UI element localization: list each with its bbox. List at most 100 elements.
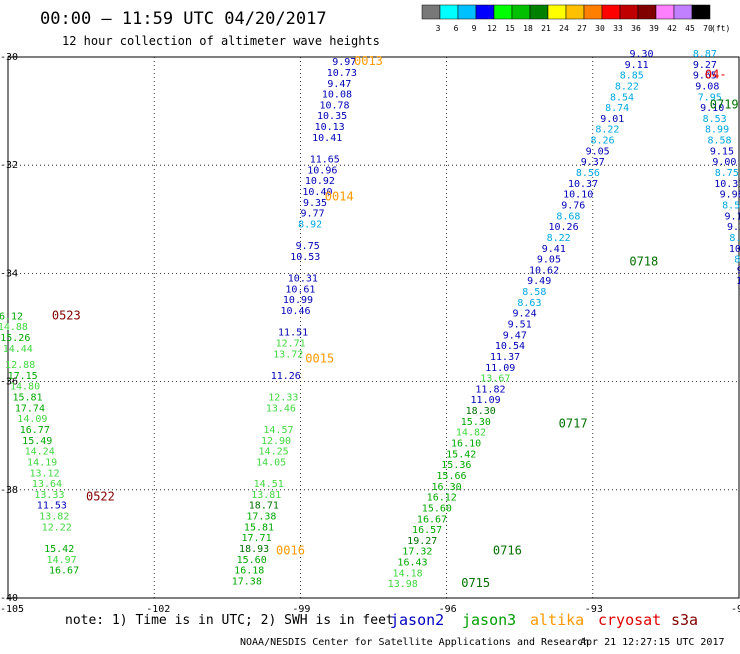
swh-value: 11.53 <box>37 501 67 512</box>
colorbar-swatch <box>619 4 639 20</box>
colorbar-label: 6 <box>454 24 459 33</box>
colorbar-swatch <box>583 4 603 20</box>
pass-time-label: 0013 <box>354 54 383 68</box>
swh-value: 9.10 <box>700 103 724 114</box>
colorbar-swatch <box>637 4 657 20</box>
swh-value: 11.37 <box>490 352 520 363</box>
colorbar-swatch <box>601 4 621 20</box>
swh-value: 10.26 <box>549 222 579 233</box>
swh-value: 10.40 <box>302 187 332 198</box>
pass-time-label: 0015 <box>305 352 334 366</box>
swh-value: 15.36 <box>441 460 471 471</box>
y-tick-label: -38 <box>0 485 18 496</box>
pass-time-label: 0719 <box>710 97 739 111</box>
swh-value: 17.38 <box>246 512 276 523</box>
swh-value: 15.26 <box>0 333 30 344</box>
colorbar-swatch <box>547 4 567 20</box>
swh-value: 16.12 <box>0 311 23 322</box>
swh-value: 9.05 <box>586 146 610 157</box>
swh-value: 14.82 <box>456 428 486 439</box>
swh-value: 11.09 <box>471 395 501 406</box>
colorbar-label: 15 <box>505 24 515 33</box>
swh-value: 10.46 <box>280 306 310 317</box>
swh-value: 14.51 <box>254 479 284 490</box>
swh-value: 9.15 <box>710 146 734 157</box>
swh-value: 9.24 <box>513 309 537 320</box>
swh-value: 9.00 <box>712 157 736 168</box>
swh-value: 8.54 <box>610 92 634 103</box>
colorbar-label: 30 <box>595 24 605 33</box>
pass-time-labels: 0013 0014 0015 0016 0523 0522 0715 0716 0717 0718… <box>52 54 739 590</box>
swh-value: 16.18 <box>234 566 264 577</box>
pass-time-label: 0014 <box>325 189 354 203</box>
swh-value: 18.93 <box>239 544 269 555</box>
swh-value: 10.65 <box>739 287 740 298</box>
swh-value: 8.53 <box>722 200 740 211</box>
swh-value: 17.71 <box>241 533 271 544</box>
swh-value: 8.85 <box>620 71 644 82</box>
colorbar-swatch <box>691 4 711 20</box>
swh-value: 10.32 <box>729 244 740 255</box>
swh-value: 10.31 <box>288 274 318 285</box>
swh-value: 13.33 <box>34 490 64 501</box>
swh-value: 9.76 <box>737 265 740 276</box>
swh-value: 9.30 <box>629 49 653 60</box>
swh-value: 15.49 <box>22 436 52 447</box>
pass-time-label: 0016 <box>276 544 305 558</box>
swh-value: 15.66 <box>436 471 466 482</box>
x-tick-label: -99 <box>292 604 310 615</box>
y-tick-label: -34 <box>0 268 18 279</box>
swh-value: 10.31 <box>714 179 740 190</box>
colorbar-swatch <box>421 4 441 20</box>
swh-value: 14.57 <box>263 425 293 436</box>
colorbar-label: 70 <box>703 24 713 33</box>
swh-value: 8.75 <box>715 168 739 179</box>
y-tick-label: -36 <box>0 377 18 388</box>
colorbar-swatch <box>673 4 693 20</box>
swh-value: 19.27 <box>407 536 437 547</box>
colorbar-swatch <box>529 4 549 20</box>
swh-value: 9.65 <box>693 71 717 82</box>
colorbar-label: 39 <box>649 24 659 33</box>
swh-value: 10.37 <box>568 179 598 190</box>
swh-value: 14.24 <box>25 447 55 458</box>
swh-value: 9.41 <box>542 244 566 255</box>
pass-time-label: 0717 <box>559 417 588 431</box>
swh-value: 13.82 <box>39 512 69 523</box>
colorbar-swatch <box>565 4 585 20</box>
swh-value: 17.74 <box>15 403 45 414</box>
swh-value: 8.63 <box>517 298 541 309</box>
colorbar-swatch <box>439 4 459 20</box>
grid-lines <box>7 56 740 599</box>
colorbar-label: 45 <box>685 24 695 33</box>
swh-value: 16.30 <box>432 482 462 493</box>
mission-legend: jason2 jason3 altika cryosat s3a <box>390 611 698 629</box>
y-tick-label: -30 <box>0 52 18 63</box>
swh-value: 8.22 <box>615 81 639 92</box>
swh-value: 13.98 <box>388 579 418 590</box>
swh-value: 13.67 <box>480 374 510 385</box>
swh-value: 17.15 <box>8 371 38 382</box>
swh-value: 9.47 <box>503 330 527 341</box>
swh-value: 18.71 <box>249 501 279 512</box>
mission-s3a: s3a <box>671 611 698 629</box>
swh-value: 10.08 <box>322 90 352 101</box>
colorbar-unit: (ft) <box>711 24 730 33</box>
x-tick-label: -102 <box>146 604 170 615</box>
swh-value: 10.54 <box>495 341 525 352</box>
swh-value: 8.68 <box>556 211 580 222</box>
colorbar-swatch <box>511 4 531 20</box>
swh-value: 11.26 <box>271 371 301 382</box>
pass-time-label: 0716 <box>493 544 522 558</box>
swh-value: 10.92 <box>305 176 335 187</box>
swh-value: 16.10 <box>451 439 481 450</box>
swh-value: 9.27 <box>693 60 717 71</box>
swh-value: 16.12 <box>427 493 457 504</box>
swh-value: 12.88 <box>5 360 35 371</box>
mission-altika: altika <box>530 611 584 629</box>
pass-time-label: 0522 <box>86 490 115 504</box>
x-tick-label: -93 <box>585 604 603 615</box>
mission-jason3: jason3 <box>462 611 516 629</box>
swh-value: 15.81 <box>12 393 42 404</box>
